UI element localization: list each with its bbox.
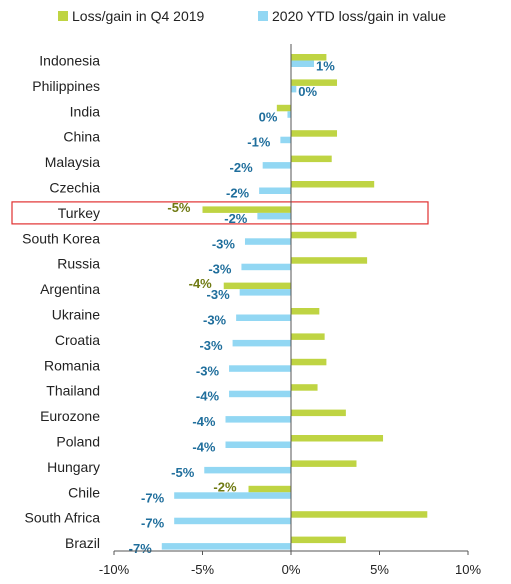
bar-q4-2019-thailand (291, 384, 318, 391)
data-label-ytd-2020-ukraine: -3% (203, 313, 227, 328)
bar-q4-2019-ukraine (291, 308, 320, 315)
bar-q4-2019-poland (291, 435, 384, 442)
category-label-russia: Russia (57, 256, 100, 272)
bar-ytd-2020-argentina (239, 289, 291, 296)
category-label-india: India (70, 103, 101, 119)
data-label-ytd-2020-eurozone: -4% (192, 414, 216, 429)
x-tick-label-0: -10% (99, 562, 130, 577)
data-label-ytd-2020-czechia: -2% (226, 186, 250, 201)
data-label-q4-2019-chile: -2% (213, 479, 237, 494)
bar-ytd-2020-croatia (232, 339, 291, 347)
bar-ytd-2020-thailand (229, 390, 291, 398)
category-label-croatia: Croatia (55, 332, 100, 348)
category-label-south-africa: South Africa (25, 510, 101, 526)
data-label-ytd-2020-india: 0% (259, 109, 278, 124)
category-label-czechia: Czechia (49, 180, 100, 196)
data-label-ytd-2020-hungary: -5% (171, 465, 195, 480)
data-label-ytd-2020-china: -1% (247, 135, 271, 150)
category-label-argentina: Argentina (40, 281, 100, 297)
data-label-q4-2019-turkey: -5% (167, 200, 191, 215)
bar-ytd-2020-philippines (291, 85, 297, 93)
bar-q4-2019-malaysia (291, 155, 332, 163)
bar-ytd-2020-romania (229, 365, 291, 372)
data-label-ytd-2020-romania: -3% (196, 363, 220, 378)
bar-q4-2019-romania (291, 358, 327, 366)
data-label-q4-2019-argentina: -4% (189, 276, 213, 291)
bar-ytd-2020-malaysia (262, 162, 291, 169)
legend-label-q4-2019: Loss/gain in Q4 2019 (72, 8, 205, 24)
x-tick-label-2: 0% (282, 562, 301, 577)
category-label-indonesia: Indonesia (39, 53, 100, 69)
bar-ytd-2020-indonesia (291, 60, 315, 67)
bar-q4-2019-eurozone (291, 409, 346, 417)
bar-ytd-2020-eurozone (225, 416, 291, 423)
bar-ytd-2020-south-africa (174, 517, 291, 525)
category-label-philippines: Philippines (32, 78, 100, 94)
bar-ytd-2020-chile (174, 492, 291, 499)
data-label-ytd-2020-south-africa: -7% (141, 516, 165, 531)
data-label-ytd-2020-chile: -7% (141, 490, 165, 505)
bar-q4-2019-argentina (223, 282, 291, 290)
bar-ytd-2020-turkey (257, 212, 291, 220)
bar-ytd-2020-russia (241, 263, 291, 271)
bar-q4-2019-philippines (291, 79, 338, 86)
bar-q4-2019-brazil (291, 536, 346, 544)
bar-ytd-2020-czechia (259, 187, 291, 194)
bar-q4-2019-india (276, 104, 291, 112)
data-label-ytd-2020-malaysia: -2% (230, 160, 254, 175)
data-label-ytd-2020-croatia: -3% (199, 338, 223, 353)
bar-q4-2019-croatia (291, 333, 325, 340)
bar-ytd-2020-poland (225, 441, 291, 448)
category-label-ukraine: Ukraine (52, 307, 100, 323)
data-label-ytd-2020-russia: -3% (208, 262, 232, 277)
data-label-ytd-2020-indonesia: 1% (316, 59, 335, 74)
legend-item-q4-2019: Loss/gain in Q4 2019 (58, 8, 204, 24)
bar-q4-2019-russia (291, 257, 368, 264)
category-label-chile: Chile (68, 484, 100, 500)
category-label-brazil: Brazil (65, 535, 100, 551)
bar-q4-2019-hungary (291, 460, 357, 467)
chart-legend: Loss/gain in Q4 2019 2020 YTD loss/gain … (0, 8, 511, 28)
bar-ytd-2020-china (280, 136, 291, 144)
data-label-ytd-2020-poland: -4% (192, 440, 216, 455)
x-tick-label-1: -5% (191, 562, 215, 577)
category-label-hungary: Hungary (47, 459, 100, 475)
category-label-south-korea: South Korea (22, 230, 100, 246)
legend-label-ytd-2020: 2020 YTD loss/gain in value (272, 8, 447, 24)
category-label-turkey: Turkey (58, 205, 100, 221)
legend-item-ytd-2020: 2020 YTD loss/gain in value (258, 8, 446, 24)
bar-q4-2019-china (291, 130, 338, 137)
bar-ytd-2020-india (287, 111, 291, 118)
x-tick-label-3: 5% (370, 562, 389, 577)
data-label-ytd-2020-argentina: -3% (207, 287, 231, 302)
data-label-ytd-2020-philippines: 0% (298, 84, 317, 99)
data-label-ytd-2020-thailand: -4% (196, 389, 220, 404)
category-label-thailand: Thailand (46, 383, 100, 399)
data-label-ytd-2020-south-korea: -3% (212, 236, 236, 251)
bar-q4-2019-south-africa (291, 511, 428, 518)
bar-ytd-2020-hungary (204, 466, 291, 474)
highlight-box-turkey (11, 201, 429, 225)
legend-swatch-ytd-2020 (258, 11, 268, 21)
category-label-china: China (63, 129, 100, 145)
data-label-ytd-2020-brazil: -7% (129, 541, 153, 556)
category-label-eurozone: Eurozone (40, 408, 100, 424)
bar-ytd-2020-south-korea (244, 238, 291, 245)
bar-q4-2019-indonesia (291, 54, 327, 61)
bar-q4-2019-turkey (202, 206, 291, 213)
legend-swatch-q4-2019 (58, 11, 68, 21)
bar-q4-2019-chile (248, 485, 291, 493)
category-label-malaysia: Malaysia (45, 154, 100, 170)
bar-q4-2019-czechia (291, 181, 375, 188)
bar-ytd-2020-ukraine (236, 314, 291, 321)
bar-q4-2019-south-korea (291, 231, 357, 239)
x-tick-label-4: 10% (455, 562, 481, 577)
category-label-romania: Romania (44, 357, 100, 373)
category-label-poland: Poland (56, 434, 100, 450)
data-label-ytd-2020-turkey: -2% (224, 211, 248, 226)
bar-ytd-2020-brazil (161, 543, 291, 550)
